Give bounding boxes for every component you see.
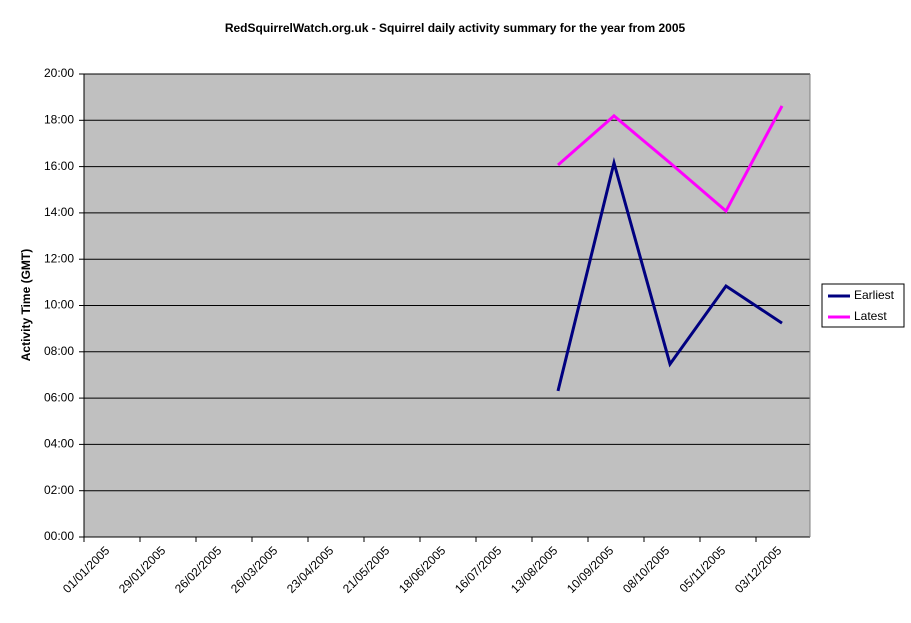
y-tick-label: 06:00 xyxy=(44,390,74,404)
x-tick-label: 29/01/2005 xyxy=(116,543,169,596)
x-tick-label: 26/03/2005 xyxy=(228,543,281,596)
x-tick-label: 26/02/2005 xyxy=(172,543,225,596)
y-tick-label: 10:00 xyxy=(44,298,74,312)
y-tick-label: 12:00 xyxy=(44,251,74,265)
y-tick-label: 20:00 xyxy=(44,66,74,80)
chart-title: RedSquirrelWatch.org.uk - Squirrel daily… xyxy=(225,21,686,35)
x-tick-label: 08/10/2005 xyxy=(620,543,673,596)
y-tick-label: 00:00 xyxy=(44,529,74,543)
y-tick-label: 14:00 xyxy=(44,205,74,219)
x-tick-label: 05/11/2005 xyxy=(677,543,729,595)
y-tick-label: 18:00 xyxy=(44,112,74,126)
x-tick-label: 13/08/2005 xyxy=(508,543,561,596)
x-tick-label: 03/12/2005 xyxy=(732,543,785,596)
x-tick-label: 18/06/2005 xyxy=(396,543,449,596)
legend-label: Earliest xyxy=(854,288,895,302)
y-tick-label: 08:00 xyxy=(44,344,74,358)
y-axis-title: Activity Time (GMT) xyxy=(19,249,33,361)
y-tick-label: 16:00 xyxy=(44,159,74,173)
y-tick-label: 04:00 xyxy=(44,437,74,451)
series-line xyxy=(557,105,784,214)
x-tick-label: 01/01/2005 xyxy=(60,543,113,596)
x-tick-label: 10/09/2005 xyxy=(564,543,617,596)
series-line xyxy=(556,156,783,392)
legend-box xyxy=(821,283,905,328)
x-tick-label: 23/04/2005 xyxy=(284,543,337,596)
legend-label: Latest xyxy=(854,309,887,323)
x-tick-label: 16/07/2005 xyxy=(452,543,505,596)
x-tick-label: 21/05/2005 xyxy=(340,543,393,596)
y-tick-label: 02:00 xyxy=(44,483,74,497)
